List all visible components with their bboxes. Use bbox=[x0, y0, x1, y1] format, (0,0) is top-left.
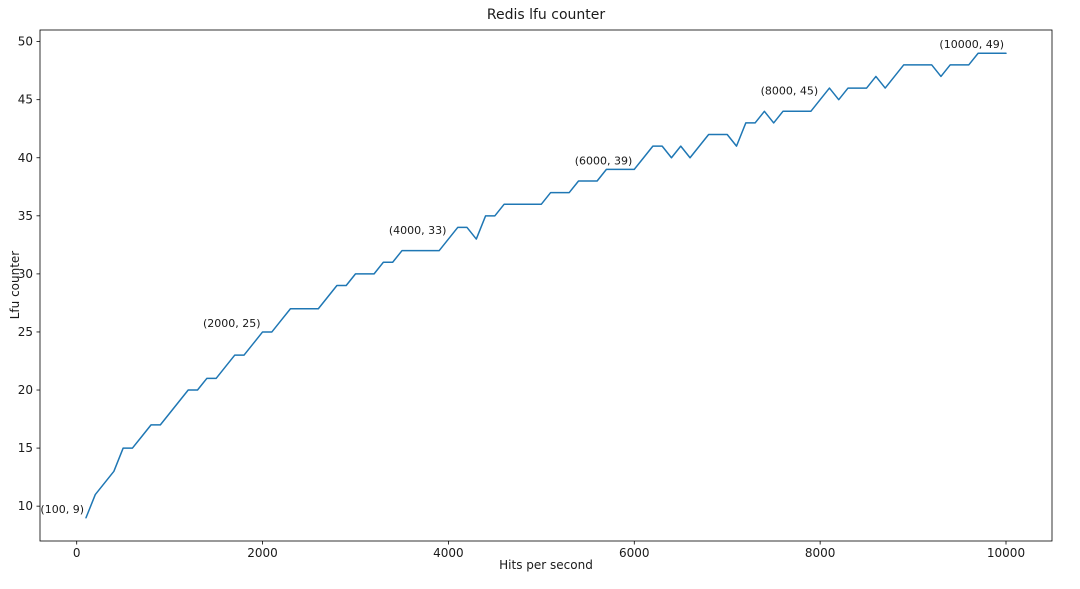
data-series-line bbox=[85, 52, 1007, 519]
y-tick-label: 25 bbox=[18, 325, 33, 339]
plot-border bbox=[39, 29, 1053, 542]
x-tick-label: 0 bbox=[73, 546, 81, 560]
y-tick-label: 35 bbox=[18, 209, 33, 223]
y-tick-label: 50 bbox=[18, 35, 33, 49]
chart-title: Redis lfu counter bbox=[486, 7, 606, 23]
x-tick-label: 8000 bbox=[805, 546, 836, 560]
x-tick-label: 10000 bbox=[987, 546, 1025, 560]
point-annotation: (8000, 45) bbox=[761, 85, 819, 98]
y-axis-label: Lfu counter bbox=[8, 250, 22, 320]
point-annotation: (10000, 49) bbox=[939, 38, 1004, 51]
point-annotation: (6000, 39) bbox=[575, 154, 633, 167]
y-tick-label: 15 bbox=[18, 441, 33, 455]
x-tick-label: 6000 bbox=[619, 546, 650, 560]
x-tick-label: 2000 bbox=[247, 546, 278, 560]
x-tick-label: 4000 bbox=[433, 546, 464, 560]
x-axis-label: Hits per second bbox=[499, 558, 593, 572]
point-annotation: (100, 9) bbox=[40, 503, 84, 516]
y-tick-label: 30 bbox=[18, 267, 33, 281]
point-annotation: (4000, 33) bbox=[389, 224, 447, 237]
y-tick-label: 10 bbox=[18, 499, 33, 513]
y-tick-label: 20 bbox=[18, 383, 33, 397]
point-annotation: (2000, 25) bbox=[203, 317, 261, 330]
y-tick-label: 45 bbox=[18, 93, 33, 107]
y-tick-label: 40 bbox=[18, 151, 33, 165]
